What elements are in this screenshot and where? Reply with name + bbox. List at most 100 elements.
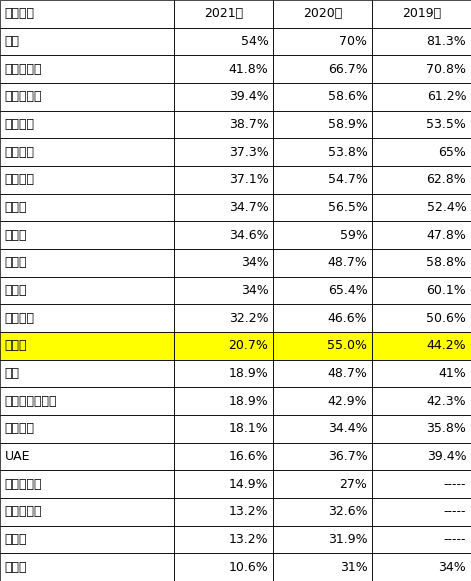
- Text: 31.9%: 31.9%: [328, 533, 367, 546]
- Text: 60.1%: 60.1%: [427, 284, 466, 297]
- Text: 31%: 31%: [340, 561, 367, 573]
- Bar: [372, 221, 471, 249]
- Bar: [273, 443, 372, 471]
- Text: イラク: イラク: [5, 201, 27, 214]
- Text: 20.7%: 20.7%: [228, 339, 268, 352]
- Bar: [273, 526, 372, 553]
- Bar: [0, 415, 174, 443]
- Text: 41%: 41%: [439, 367, 466, 380]
- Bar: [0, 332, 174, 360]
- Bar: [0, 277, 174, 304]
- Bar: [273, 332, 372, 360]
- Bar: [174, 415, 273, 443]
- Text: 55.0%: 55.0%: [327, 339, 367, 352]
- Bar: [372, 28, 471, 55]
- Bar: [372, 553, 471, 581]
- Bar: [372, 388, 471, 415]
- Text: 27%: 27%: [340, 478, 367, 491]
- Bar: [0, 193, 174, 221]
- Text: 53.8%: 53.8%: [327, 146, 367, 159]
- Text: アルメニア: アルメニア: [5, 90, 42, 103]
- Text: 70.8%: 70.8%: [426, 63, 466, 76]
- Bar: [0, 138, 174, 166]
- Bar: [174, 526, 273, 553]
- Text: ギリシャ: ギリシャ: [5, 118, 35, 131]
- Bar: [174, 0, 273, 28]
- Text: キプロス: キプロス: [5, 311, 35, 325]
- Bar: [273, 304, 372, 332]
- Bar: [174, 443, 273, 471]
- Text: 35.8%: 35.8%: [426, 422, 466, 435]
- Bar: [174, 526, 273, 553]
- Bar: [372, 388, 471, 415]
- Bar: [273, 332, 372, 360]
- Text: 46.6%: 46.6%: [328, 311, 367, 325]
- Bar: [0, 0, 174, 28]
- Bar: [372, 526, 471, 553]
- Text: 54%: 54%: [241, 35, 268, 48]
- Text: 39.4%: 39.4%: [427, 450, 466, 463]
- Bar: [273, 249, 372, 277]
- Text: 13.2%: 13.2%: [229, 505, 268, 518]
- Bar: [273, 83, 372, 110]
- Bar: [273, 55, 372, 83]
- Bar: [273, 110, 372, 138]
- Text: 81.3%: 81.3%: [427, 35, 466, 48]
- Bar: [174, 83, 273, 110]
- Bar: [0, 138, 174, 166]
- Text: 34.4%: 34.4%: [328, 422, 367, 435]
- Bar: [0, 471, 174, 498]
- Bar: [0, 166, 174, 193]
- Text: フランス: フランス: [5, 146, 35, 159]
- Bar: [372, 110, 471, 138]
- Bar: [372, 332, 471, 360]
- Bar: [372, 193, 471, 221]
- Bar: [273, 110, 372, 138]
- Bar: [372, 249, 471, 277]
- Bar: [0, 304, 174, 332]
- Text: 37.3%: 37.3%: [229, 146, 268, 159]
- Bar: [174, 110, 273, 138]
- Bar: [174, 360, 273, 388]
- Text: 53.5%: 53.5%: [426, 118, 466, 131]
- Bar: [273, 0, 372, 28]
- Bar: [372, 166, 471, 193]
- Bar: [372, 443, 471, 471]
- Text: 14.9%: 14.9%: [229, 478, 268, 491]
- Bar: [0, 498, 174, 526]
- Text: 42.9%: 42.9%: [328, 394, 367, 408]
- Bar: [174, 471, 273, 498]
- Bar: [174, 553, 273, 581]
- Bar: [372, 277, 471, 304]
- Bar: [273, 83, 372, 110]
- Bar: [372, 193, 471, 221]
- Text: 65.4%: 65.4%: [328, 284, 367, 297]
- Bar: [273, 498, 372, 526]
- Text: 37.1%: 37.1%: [229, 173, 268, 187]
- Text: 41.8%: 41.8%: [229, 63, 268, 76]
- Bar: [372, 83, 471, 110]
- Bar: [372, 498, 471, 526]
- Text: シリア: シリア: [5, 284, 27, 297]
- Bar: [0, 526, 174, 553]
- Bar: [273, 471, 372, 498]
- Bar: [174, 415, 273, 443]
- Bar: [372, 277, 471, 304]
- Bar: [273, 553, 372, 581]
- Text: 70%: 70%: [340, 35, 367, 48]
- Bar: [273, 360, 372, 388]
- Text: 2020年: 2020年: [303, 8, 342, 20]
- Bar: [0, 55, 174, 83]
- Bar: [273, 138, 372, 166]
- Text: 59%: 59%: [340, 229, 367, 242]
- Bar: [372, 360, 471, 388]
- Bar: [174, 249, 273, 277]
- Bar: [174, 471, 273, 498]
- Bar: [0, 0, 174, 28]
- Text: 48.7%: 48.7%: [327, 367, 367, 380]
- Bar: [0, 249, 174, 277]
- Bar: [174, 553, 273, 581]
- Text: 18.9%: 18.9%: [229, 367, 268, 380]
- Text: 50.6%: 50.6%: [426, 311, 466, 325]
- Text: 66.7%: 66.7%: [328, 63, 367, 76]
